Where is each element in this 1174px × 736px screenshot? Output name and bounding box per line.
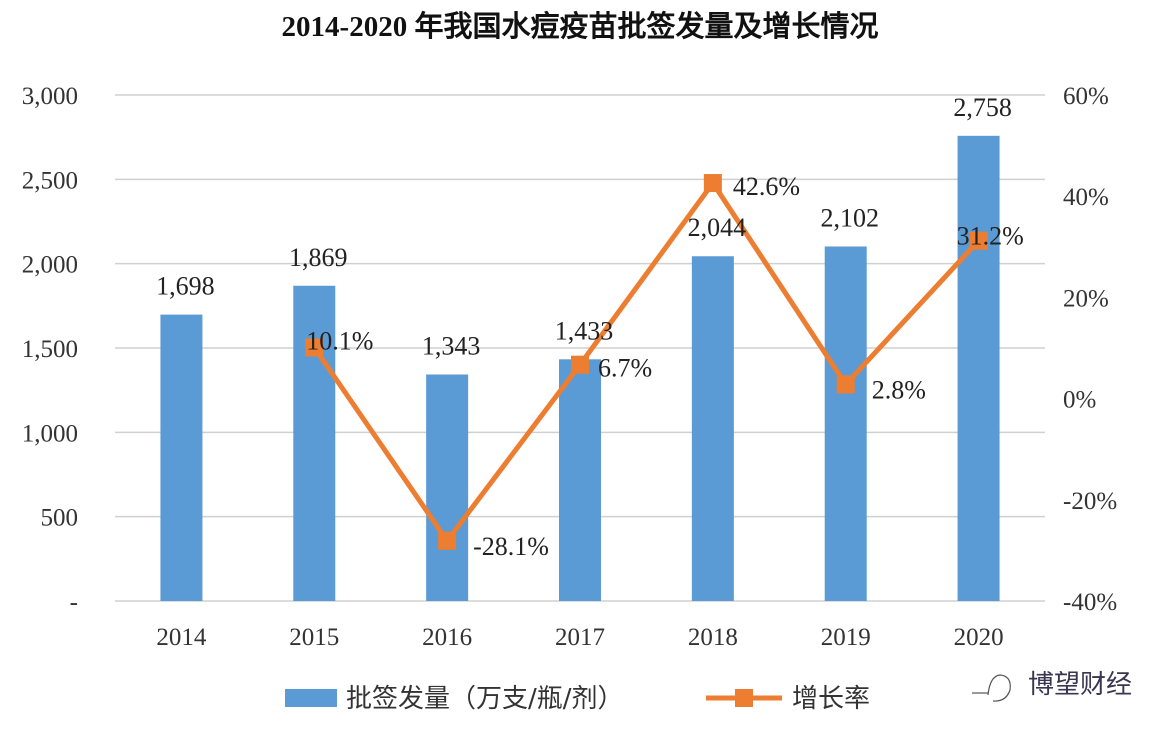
growth-value-label: 6.7% xyxy=(598,354,652,383)
growth-value-label: 10.1% xyxy=(306,326,373,355)
y-right-tick-label: 20% xyxy=(1063,285,1109,312)
growth-value-label: 42.6% xyxy=(733,172,800,201)
growth-value-label: -28.1% xyxy=(473,532,549,561)
watermark-text: 博望财经 xyxy=(1028,670,1132,700)
bar xyxy=(160,314,203,601)
watermark: 博望财经 xyxy=(972,670,1132,702)
y-right-tick-label: 60% xyxy=(1063,83,1109,110)
bar xyxy=(957,135,1000,602)
y-right-tick-label: 40% xyxy=(1063,184,1109,211)
y-right-tick-label: -20% xyxy=(1063,488,1117,515)
chart-title: 2014-2020 年我国水痘疫苗批签发量及增长情况 xyxy=(282,9,879,43)
legend-label-line: 增长率 xyxy=(792,684,870,714)
growth-value-label: 2.8% xyxy=(872,375,926,404)
data-labels: 1,698 1,869 1,343 1,433 2,044 2,102 2,758 10.1%… xyxy=(156,93,1024,561)
bars xyxy=(160,135,1000,602)
x-tick-label: 2017 xyxy=(555,624,605,651)
watermark-logo-icon xyxy=(972,674,1011,702)
growth-marker xyxy=(703,174,722,193)
growth-line xyxy=(305,174,988,550)
bar-value-label: 1,869 xyxy=(289,243,348,272)
x-tick-label: 2016 xyxy=(422,624,472,651)
growth-marker xyxy=(969,231,988,250)
bar-value-label: 2,758 xyxy=(953,93,1012,122)
bar-value-label: 1,343 xyxy=(422,331,481,360)
y-left-tick-label: 1,000 xyxy=(22,420,78,447)
bar xyxy=(824,246,867,602)
bar-value-label: 1,433 xyxy=(555,316,614,345)
bar-value-label: 2,102 xyxy=(820,203,879,232)
y-right-tick-label: 0% xyxy=(1063,387,1096,414)
growth-marker xyxy=(438,531,457,550)
bar xyxy=(691,256,734,601)
legend-label-bar: 批签发量（万支/瓶/剂） xyxy=(346,684,624,714)
y-left-tick-label: 500 xyxy=(41,505,79,532)
growth-marker xyxy=(571,355,589,374)
y-left-tick-label: 2,000 xyxy=(22,252,78,279)
bar-value-label: 1,698 xyxy=(156,272,215,301)
x-tick-label: 2014 xyxy=(156,624,207,651)
x-tick-label: 2018 xyxy=(688,624,738,651)
bar xyxy=(293,285,336,601)
bar xyxy=(559,359,601,601)
y-right-tick-label: -40% xyxy=(1063,589,1117,616)
growth-line-path xyxy=(312,180,981,544)
x-tick-label: 2019 xyxy=(821,624,871,651)
x-tick-label: 2020 xyxy=(954,624,1004,651)
legend: 批签发量（万支/瓶/剂） 增长率 xyxy=(285,684,870,714)
growth-marker xyxy=(836,375,855,394)
axes: - 500 1,000 1,500 2,000 2,500 3,000 -40% -20% 0% 2… xyxy=(22,83,1117,651)
legend-swatch-bar xyxy=(285,689,337,707)
y-left-tick-label: 1,500 xyxy=(22,336,78,363)
y-left-tick-label: - xyxy=(70,589,78,616)
x-tick-label: 2015 xyxy=(289,624,339,651)
bar xyxy=(426,374,469,601)
legend-swatch-marker xyxy=(735,689,753,707)
y-left-tick-label: 2,500 xyxy=(22,167,78,194)
growth-marker xyxy=(305,338,324,357)
y-left-tick-label: 3,000 xyxy=(22,83,78,110)
growth-value-label: 31.2% xyxy=(957,222,1024,251)
bar-value-label: 2,044 xyxy=(688,213,747,242)
